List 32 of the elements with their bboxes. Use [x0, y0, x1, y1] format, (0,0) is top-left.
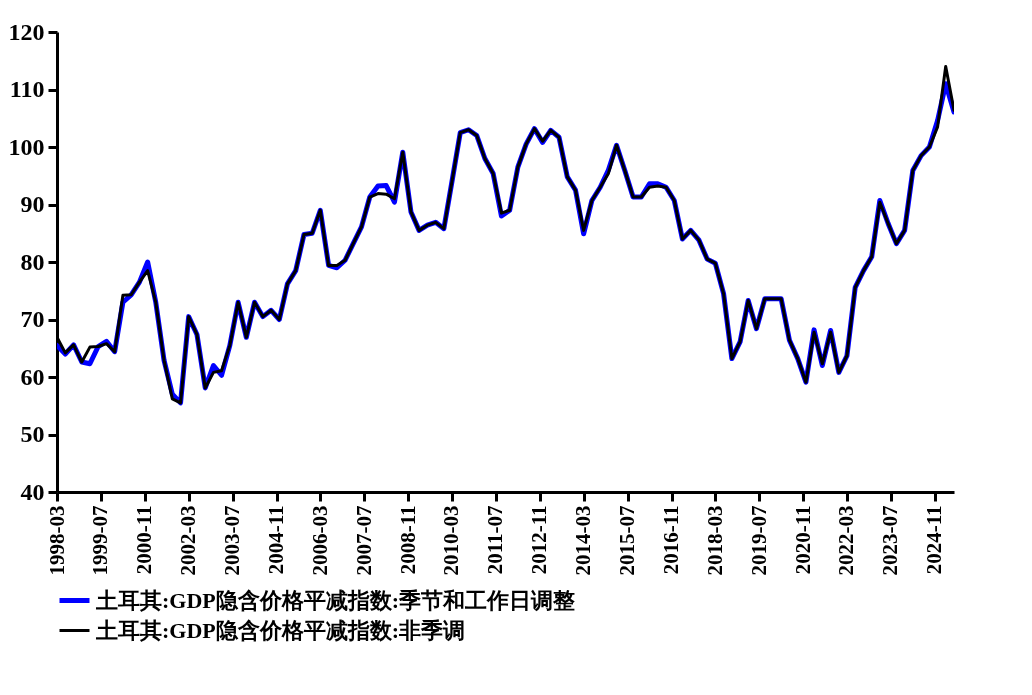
- y-tick-label: 40: [20, 478, 45, 505]
- y-tick-label: 50: [20, 421, 45, 447]
- x-tick-label: 2004-11: [264, 505, 289, 575]
- y-tick-label: 100: [8, 133, 45, 160]
- x-tick-label: 2022-03: [834, 505, 859, 576]
- x-tick-label: 2018-03: [702, 505, 727, 576]
- x-tick-label: 2023-07: [878, 505, 903, 576]
- x-tick-label: 1999-07: [88, 505, 113, 576]
- x-tick-label: 2015-07: [615, 505, 640, 576]
- y-tick-label: 90: [20, 191, 45, 217]
- y-tick-label: 70: [20, 306, 45, 332]
- legend-label: 土耳其:GDP隐含价格平减指数:季节和工作日调整: [95, 587, 576, 613]
- x-tick-label: 2016-11: [659, 505, 684, 575]
- x-tick-label: 2006-03: [307, 505, 332, 576]
- x-tick-label: 1998-03: [44, 505, 69, 576]
- y-tick-label: 110: [9, 76, 45, 102]
- x-tick-label: 2020-11: [790, 505, 815, 575]
- x-tick-label: 2012-11: [527, 505, 552, 575]
- x-tick-label: 2008-11: [395, 505, 420, 575]
- y-tick-label: 80: [20, 248, 45, 275]
- x-tick-label: 2000-11: [132, 505, 157, 575]
- x-tick-label: 2007-07: [351, 505, 376, 576]
- x-tick-label: 2011-07: [483, 505, 508, 575]
- x-tick-label: 2010-03: [439, 505, 464, 576]
- x-tick-label: 2024-11: [922, 505, 947, 575]
- x-tick-label: 2002-03: [176, 505, 201, 576]
- x-tick-label: 2003-07: [220, 505, 245, 576]
- y-tick-label: 120: [8, 18, 45, 45]
- x-tick-label: 2014-03: [571, 505, 596, 576]
- legend-label: 土耳其:GDP隐含价格平减指数:非季调: [95, 617, 466, 643]
- y-tick-label: 60: [20, 363, 45, 390]
- x-tick-label: 2019-07: [746, 505, 771, 576]
